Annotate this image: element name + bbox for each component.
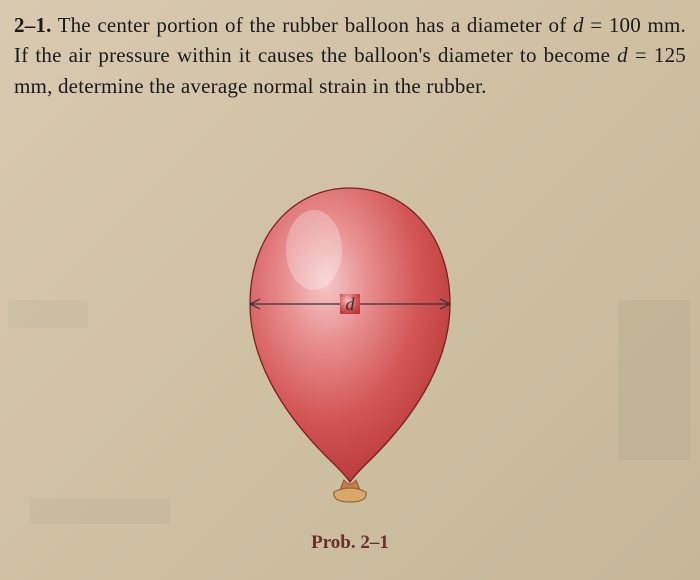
variable-d: d	[617, 43, 628, 67]
balloon-lip	[334, 488, 366, 502]
balloon-svg: d	[210, 176, 490, 526]
problem-text-part: The center portion of the rubber balloon…	[58, 13, 573, 37]
dimension-label: d	[346, 294, 356, 314]
problem-number: 2–1.	[14, 13, 52, 37]
problem-statement: 2–1.The center portion of the rubber bal…	[14, 10, 686, 101]
balloon-body	[250, 188, 450, 482]
figure-caption: Prob. 2–1	[311, 532, 389, 554]
balloon-figure: d	[210, 176, 490, 526]
variable-d: d	[573, 13, 584, 37]
page: 2–1.The center portion of the rubber bal…	[0, 0, 700, 580]
figure-area: d Prob. 2–1	[0, 150, 700, 580]
balloon-highlight	[286, 210, 342, 290]
